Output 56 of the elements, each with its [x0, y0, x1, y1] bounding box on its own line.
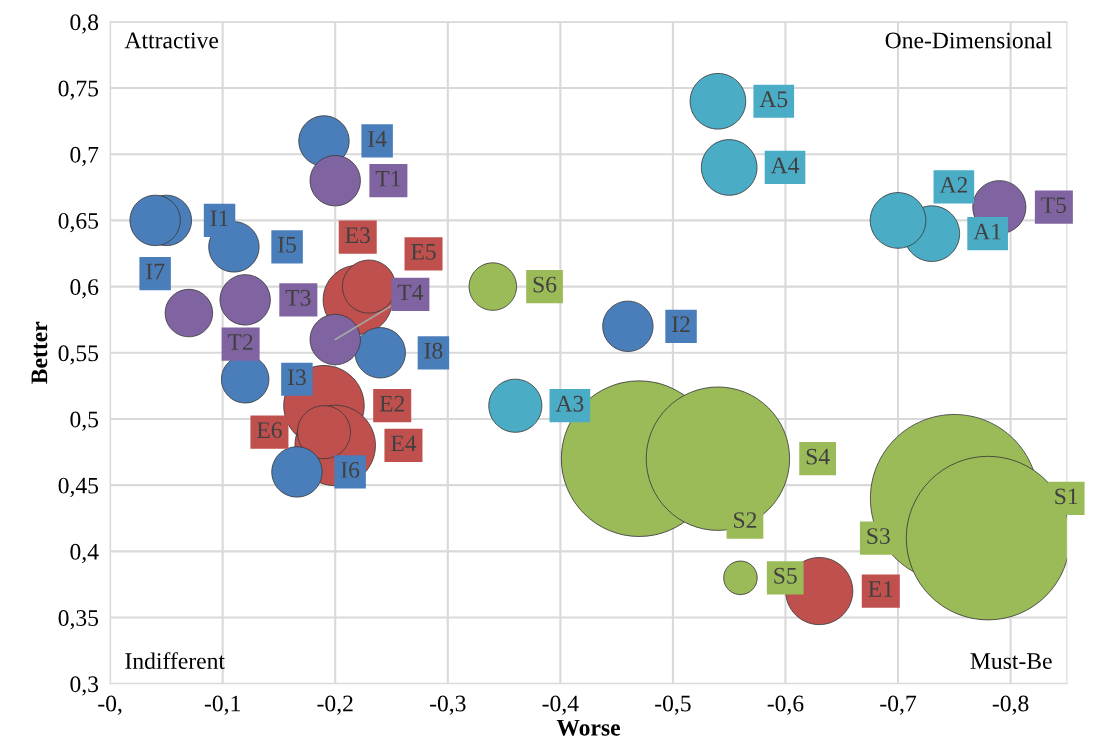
data-label: T1 — [375, 170, 401, 187]
y-tick-label: 0,4 — [70, 543, 99, 564]
data-label: E4 — [391, 435, 417, 452]
data-label: A1 — [973, 223, 1001, 240]
data-label: A5 — [759, 91, 788, 108]
data-label: T5 — [1041, 197, 1067, 214]
data-label: I7 — [146, 263, 165, 280]
x-tick-label: -0,7 — [880, 695, 917, 715]
data-label: I5 — [278, 237, 296, 253]
x-tick-label: -0, — [98, 695, 122, 715]
data-label: S1 — [1055, 488, 1078, 505]
x-axis-title: Worse — [556, 719, 620, 736]
x-tick-label: -0,6 — [767, 695, 804, 715]
data-label: S2 — [734, 512, 757, 529]
data-label: I6 — [341, 461, 360, 478]
y-tick-label: 0,65 — [58, 212, 99, 233]
x-tick-label: -0,4 — [542, 695, 579, 715]
data-label: A3 — [555, 395, 584, 412]
data-label: S4 — [806, 448, 830, 465]
annotation: Must-Be — [970, 653, 1052, 669]
y-tick-label: 0,6 — [70, 279, 99, 299]
x-tick-label: -0,2 — [317, 695, 353, 715]
data-label: A4 — [770, 157, 800, 174]
data-label: I8 — [424, 342, 443, 359]
y-tick-label: 0,3 — [70, 676, 99, 696]
data-label: T2 — [227, 334, 253, 350]
y-tick-label: 0,7 — [70, 146, 99, 167]
x-tick-label: -0,1 — [204, 695, 240, 715]
data-label: I2 — [672, 316, 690, 332]
data-label: E5 — [411, 244, 436, 260]
annotation: Attractive — [124, 32, 219, 49]
data-label: T3 — [285, 289, 311, 306]
data-label: E3 — [345, 227, 370, 244]
x-tick-label: -0,8 — [992, 695, 1029, 715]
data-label: E1 — [868, 581, 893, 597]
data-label: A2 — [939, 176, 967, 193]
y-axis-title: Better — [31, 321, 48, 384]
data-label: T4 — [397, 284, 424, 301]
y-tick-label: 0,75 — [58, 80, 99, 100]
data-label: E6 — [257, 422, 282, 439]
annotation: Indifferent — [125, 652, 225, 669]
x-tick-label: -0,5 — [655, 695, 691, 715]
data-label: S3 — [867, 528, 890, 545]
y-tick-label: 0,45 — [58, 477, 99, 497]
y-tick-label: 0,55 — [58, 345, 99, 365]
x-tick-label: -0,3 — [429, 695, 466, 715]
y-tick-label: 0,5 — [70, 411, 99, 431]
data-label: I3 — [287, 369, 306, 386]
data-label: S6 — [533, 276, 557, 293]
data-label: S5 — [774, 567, 797, 584]
data-label: E2 — [379, 395, 405, 412]
y-tick-label: 0,8 — [70, 14, 99, 34]
y-tick-label: 0,35 — [58, 610, 99, 630]
annotation: One-Dimensional — [885, 31, 1053, 49]
data-label: I1 — [210, 210, 228, 227]
data-label: I4 — [368, 131, 387, 147]
